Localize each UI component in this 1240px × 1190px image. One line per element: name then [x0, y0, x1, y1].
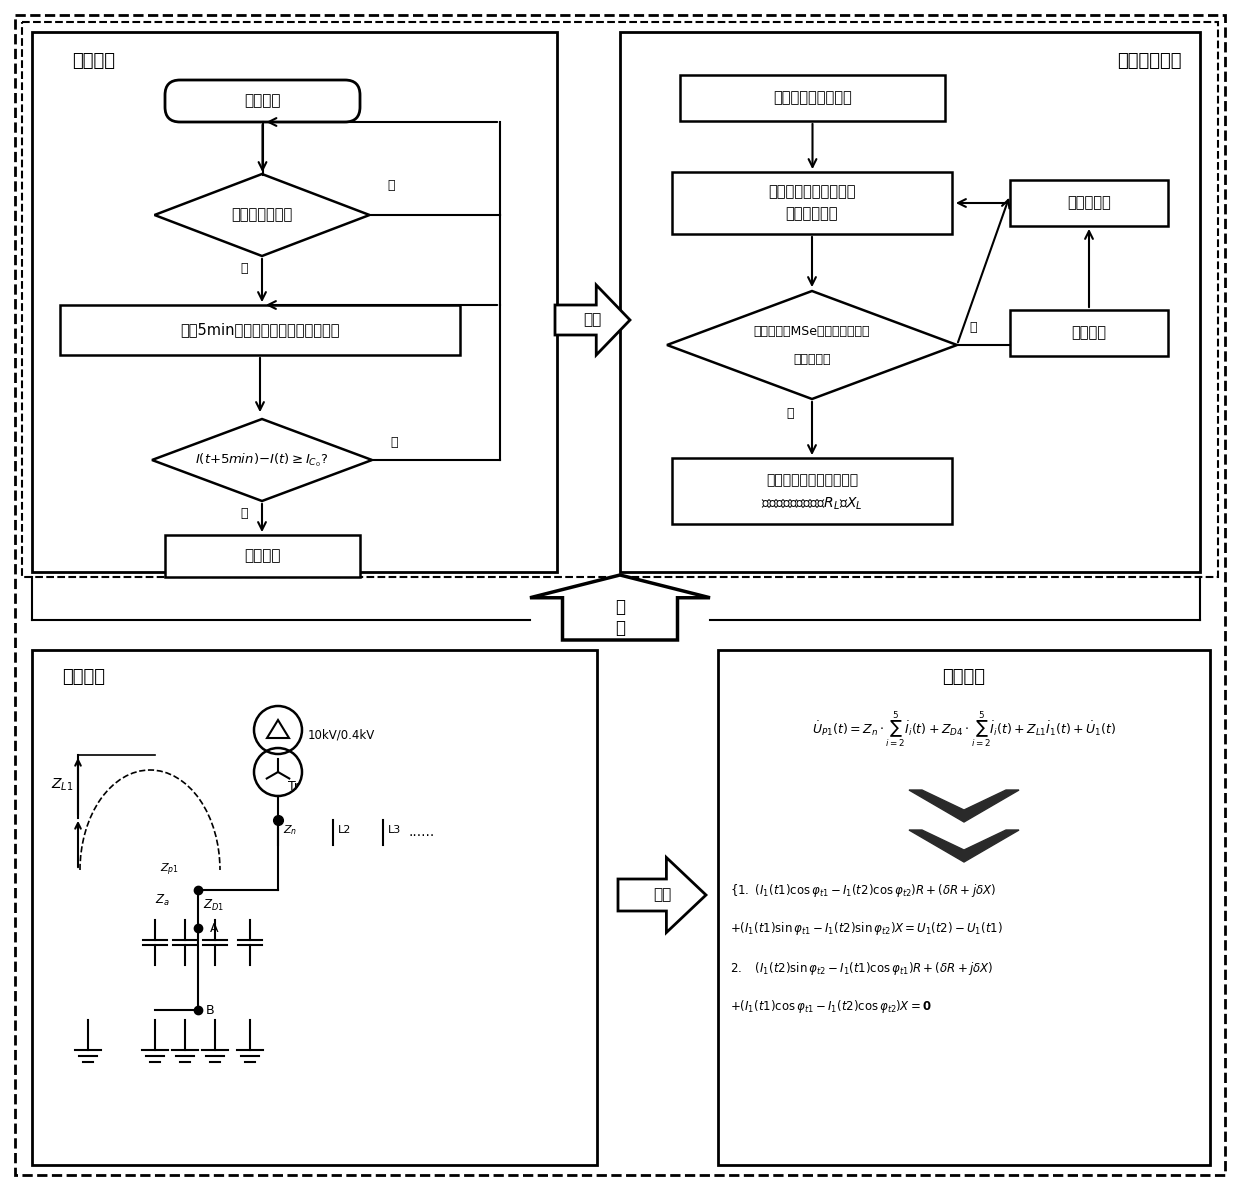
Text: A: A [210, 921, 218, 934]
Bar [22, 21, 1218, 577]
Bar [672, 458, 952, 524]
Text: $\{1.\ (I_1(t1)\cos\varphi_{t1} - I_1(t2)\cos\varphi_{t2})R + (\delta R + j\delt: $\{1.\ (I_1(t1)\cos\varphi_{t1} - I_1(t2… [730, 882, 996, 898]
Polygon shape [155, 174, 370, 256]
Bar [32, 650, 596, 1165]
Text: $Z_{p1}$: $Z_{p1}$ [160, 862, 179, 878]
Text: 获取回归系数的值，求得: 获取回归系数的值，求得 [766, 472, 858, 487]
Text: 是: 是 [241, 262, 248, 275]
Polygon shape [909, 790, 1019, 822]
Polygon shape [667, 292, 957, 399]
Bar [672, 173, 952, 234]
Text: B: B [206, 1003, 215, 1016]
Text: ......: ...... [408, 825, 434, 839]
Text: 抽象: 抽象 [583, 313, 601, 327]
Polygon shape [618, 858, 706, 933]
Text: 新样本数据: 新样本数据 [1068, 195, 1111, 211]
Text: 执行求解: 执行求解 [244, 94, 280, 108]
Text: 抽象: 抽象 [653, 888, 671, 902]
Bar [32, 32, 557, 572]
Text: 10kV/0.4kV: 10kV/0.4kV [308, 728, 376, 741]
Bar [60, 305, 460, 355]
Text: $Z_n$: $Z_n$ [283, 823, 298, 837]
Text: 否: 否 [391, 436, 398, 449]
Text: 方法进行计算: 方法进行计算 [786, 207, 838, 221]
Text: 置信水平？: 置信水平？ [794, 352, 831, 365]
Text: $\dot{U}_{P1}(t) = Z_{n} \cdot \sum_{i=2}^{5} \dot{I}_{i}(t) + Z_{D4} \cdot \sum: $\dot{U}_{P1}(t) = Z_{n} \cdot \sum_{i=2… [812, 709, 1116, 750]
Text: $Z_a$: $Z_a$ [155, 892, 170, 908]
Text: 间隔5min采集电压、电流、功率因数: 间隔5min采集电压、电流、功率因数 [180, 322, 340, 338]
Text: $I(t{+}5min){-}I(t){\geq}I_{C_0}$?: $I(t{+}5min){-}I(t){\geq}I_{C_0}$? [196, 451, 329, 469]
Text: 回路阻抗计算: 回路阻抗计算 [1117, 52, 1182, 70]
Text: Tr: Tr [288, 779, 299, 793]
Text: 利用二元线性回归分析: 利用二元线性回归分析 [769, 184, 856, 200]
Text: 样本清洗: 样本清洗 [1071, 326, 1106, 340]
Text: 该用户的回路阻抗值$R_L$及$X_L$: 该用户的回路阻抗值$R_L$及$X_L$ [761, 496, 863, 512]
Text: 是: 是 [786, 407, 794, 420]
Text: L3: L3 [388, 825, 402, 835]
Text: 是: 是 [241, 507, 248, 520]
Bar [680, 75, 945, 121]
Text: $+(I_1(t1)\cos\varphi_{t1} - I_1(t2)\cos\varphi_{t2})X = \mathbf{0}$: $+(I_1(t1)\cos\varphi_{t1} - I_1(t2)\cos… [730, 997, 932, 1015]
Bar [1011, 180, 1168, 226]
Bar [620, 32, 1200, 572]
Polygon shape [529, 575, 711, 640]
Polygon shape [153, 419, 372, 501]
Text: $Z_{D1}$: $Z_{D1}$ [203, 897, 224, 913]
Text: $Z_{L1}$: $Z_{L1}$ [51, 777, 73, 794]
FancyBboxPatch shape [165, 80, 360, 123]
Polygon shape [556, 284, 630, 355]
Text: $+(I_1(t1)\sin\varphi_{t1} - I_1(t2)\sin\varphi_{t2})X = U_1(t2) - U_1(t1)$: $+(I_1(t1)\sin\varphi_{t1} - I_1(t2)\sin… [730, 920, 1003, 937]
Text: 模
拟: 模 拟 [615, 597, 625, 637]
Polygon shape [909, 829, 1019, 862]
Text: 处于采集时段？: 处于采集时段？ [232, 207, 293, 223]
Text: 剩余均方差MSe水平是否达标？: 剩余均方差MSe水平是否达标？ [754, 325, 870, 338]
Text: 电路模型: 电路模型 [62, 668, 105, 685]
Text: 数据采集: 数据采集 [72, 52, 115, 70]
Text: 数据冻结: 数据冻结 [244, 549, 280, 564]
Text: L2: L2 [339, 825, 351, 835]
Bar [165, 536, 360, 577]
Text: 否: 否 [387, 178, 396, 192]
Bar [1011, 311, 1168, 356]
Text: 获取多日的样本数据: 获取多日的样本数据 [773, 90, 852, 106]
Text: $2.\quad(I_1(t2)\sin\varphi_{t2} - I_1(t1)\cos\varphi_{t1})R + (\delta R + j\del: $2.\quad(I_1(t2)\sin\varphi_{t2} - I_1(t… [730, 959, 993, 977]
Text: 否: 否 [968, 320, 977, 333]
Text: 数学模型: 数学模型 [942, 668, 986, 685]
Bar [718, 650, 1210, 1165]
